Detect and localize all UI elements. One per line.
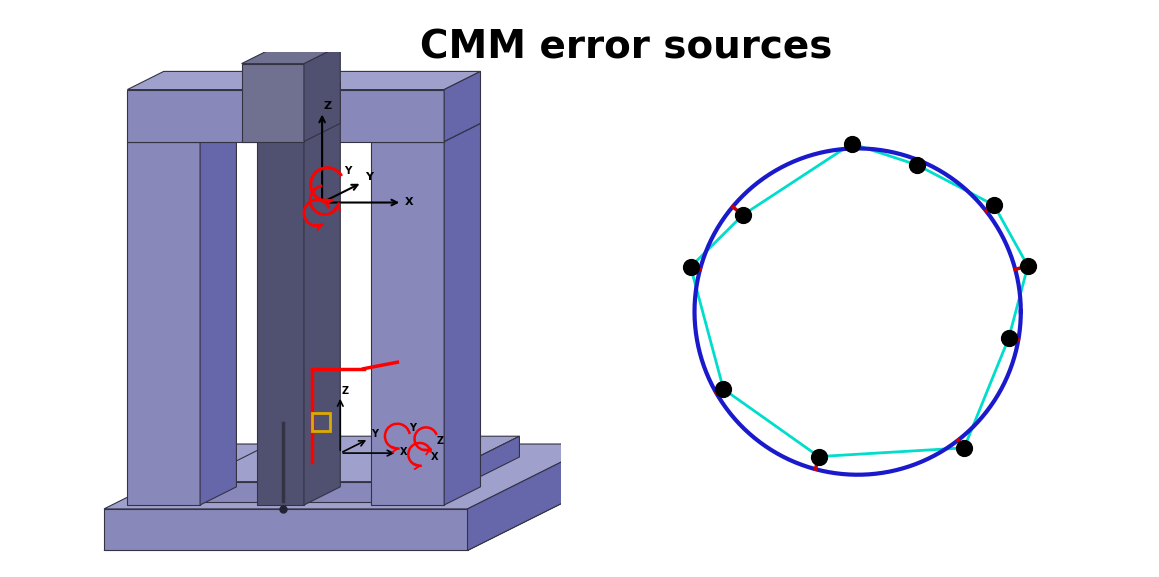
Text: Y: Y	[365, 172, 373, 182]
Text: Y: Y	[371, 429, 378, 439]
Point	[907, 160, 926, 170]
Polygon shape	[127, 123, 236, 141]
Polygon shape	[429, 436, 519, 503]
Point	[681, 262, 700, 271]
Text: CMM error sources: CMM error sources	[420, 29, 832, 67]
Polygon shape	[104, 486, 597, 550]
Polygon shape	[127, 72, 481, 89]
Polygon shape	[304, 82, 341, 505]
Text: Z: Z	[436, 436, 444, 446]
Polygon shape	[241, 63, 304, 141]
Polygon shape	[371, 141, 444, 505]
Polygon shape	[467, 444, 597, 550]
Polygon shape	[104, 444, 597, 509]
Text: X: X	[400, 447, 407, 457]
Text: Y: Y	[409, 423, 416, 433]
Point	[843, 139, 861, 148]
Point	[714, 384, 732, 394]
Polygon shape	[371, 123, 481, 141]
Point	[955, 443, 974, 452]
Point	[809, 452, 828, 461]
Polygon shape	[241, 46, 341, 63]
Point	[734, 211, 752, 220]
Text: Z: Z	[323, 101, 331, 111]
Text: X: X	[431, 452, 438, 462]
Text: X: X	[404, 197, 414, 207]
Text: Y: Y	[344, 166, 351, 176]
Polygon shape	[201, 123, 236, 505]
Text: Z: Z	[342, 387, 349, 396]
Point	[999, 334, 1018, 343]
Polygon shape	[195, 482, 429, 503]
Polygon shape	[444, 72, 481, 141]
Polygon shape	[127, 89, 444, 141]
Polygon shape	[257, 100, 304, 505]
Point	[1019, 261, 1037, 271]
Polygon shape	[304, 46, 341, 141]
Point	[985, 200, 1004, 209]
Polygon shape	[127, 141, 201, 505]
Polygon shape	[104, 509, 467, 550]
Polygon shape	[195, 436, 519, 482]
Polygon shape	[444, 123, 481, 505]
